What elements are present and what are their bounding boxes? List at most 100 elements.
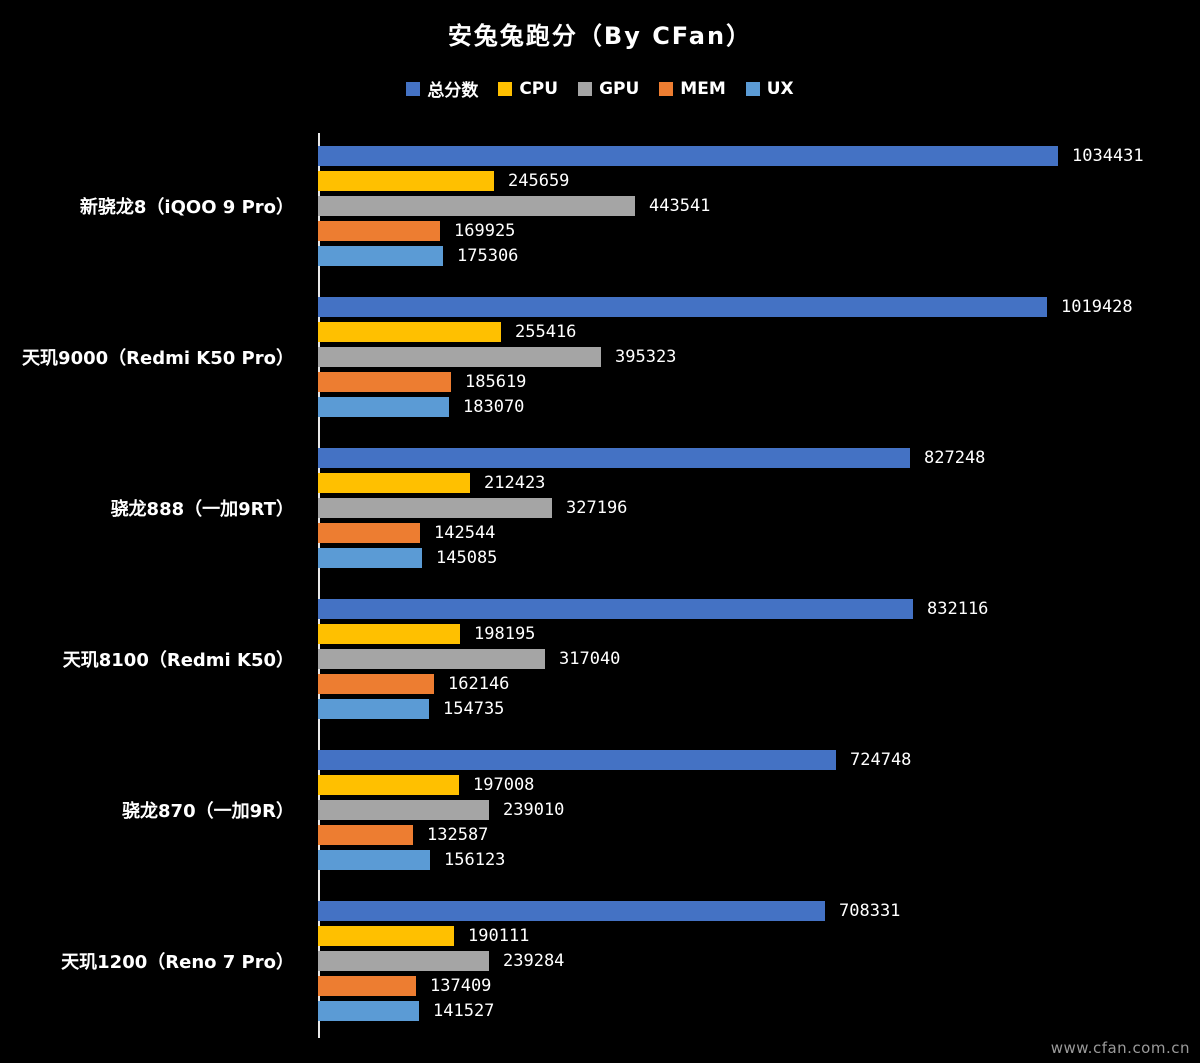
legend-label: CPU	[519, 78, 559, 99]
legend-item-UX: UX	[745, 78, 794, 99]
bar-GPU	[318, 800, 489, 820]
bar-CPU	[318, 624, 460, 644]
value-label: 832116	[927, 599, 989, 619]
bar-row: 198195	[318, 624, 1200, 644]
value-label: 212423	[484, 473, 546, 493]
value-label: 183070	[463, 397, 525, 417]
value-label: 708331	[839, 901, 901, 921]
bar-UX	[318, 397, 449, 417]
bar-group: 骁龙888（一加9RT） 827248 212423 327196 142544 1450…	[111, 448, 1200, 568]
bar-row: 327196	[318, 498, 1200, 518]
bar-group: 天玑9000（Redmi K50 Pro） 1019428 255416 395323…	[22, 297, 1200, 417]
value-label: 132587	[427, 825, 489, 845]
bar-row: 395323	[318, 347, 1200, 367]
value-label: 1034431	[1072, 146, 1144, 166]
y-axis-line	[318, 133, 320, 1038]
category-label: 天玑1200（Reno 7 Pro）	[61, 952, 294, 973]
bar-总分数	[318, 297, 1047, 317]
chart-title: 安兔兔跑分（By CFan）	[447, 22, 753, 50]
category-label: 新骁龙8（iQOO 9 Pro）	[79, 197, 294, 218]
bar-GPU	[318, 347, 601, 367]
bar-GPU	[318, 649, 545, 669]
value-label: 239284	[503, 951, 565, 971]
bar-row: 255416	[318, 322, 1200, 342]
bar-UX	[318, 246, 443, 266]
bar-GPU	[318, 196, 635, 216]
bar-group: 天玑8100（Redmi K50） 832116 198195 317040 16214…	[63, 599, 1200, 719]
bar-row: 154735	[318, 699, 1200, 719]
bar-MEM	[318, 674, 434, 694]
bar-GPU	[318, 951, 489, 971]
bar-row: 137409	[318, 976, 1200, 996]
bar-row: 245659	[318, 171, 1200, 191]
bar-row: 175306	[318, 246, 1200, 266]
category-label: 天玑9000（Redmi K50 Pro）	[22, 348, 294, 369]
bar-row: 141527	[318, 1001, 1200, 1021]
value-label: 395323	[615, 347, 677, 367]
bar-row: 183070	[318, 397, 1200, 417]
bar-groups: 新骁龙8（iQOO 9 Pro） 1034431 245659 443541 16992…	[22, 133, 1200, 1021]
value-label: 443541	[649, 196, 711, 216]
watermark: www.cfan.com.cn	[1050, 1039, 1190, 1057]
bar-GPU	[318, 498, 552, 518]
bar-总分数	[318, 750, 836, 770]
value-label: 145085	[436, 548, 498, 568]
bar-UX	[318, 850, 430, 870]
bar-row: 212423	[318, 473, 1200, 493]
bar-row: 169925	[318, 221, 1200, 241]
value-label: 198195	[474, 624, 536, 644]
value-label: 197008	[473, 775, 535, 795]
bar-row: 132587	[318, 825, 1200, 845]
bar-总分数	[318, 146, 1058, 166]
bar-row: 162146	[318, 674, 1200, 694]
category-label: 天玑8100（Redmi K50）	[62, 650, 294, 671]
legend-label: GPU	[599, 78, 640, 99]
bar-总分数	[318, 448, 910, 468]
legend-item-总分数: 总分数	[406, 76, 478, 101]
bar-row: 190111	[318, 926, 1200, 946]
bar-row: 145085	[318, 548, 1200, 568]
bar-row: 1034431	[318, 146, 1200, 166]
value-label: 169925	[454, 221, 516, 241]
bar-row: 239010	[318, 800, 1200, 820]
value-label: 185619	[465, 372, 527, 392]
category-label: 骁龙870（一加9R）	[122, 801, 294, 822]
bar-row: 197008	[318, 775, 1200, 795]
bar-row: 832116	[318, 599, 1200, 619]
bar-UX	[318, 548, 422, 568]
bar-UX	[318, 1001, 419, 1021]
legend-swatch-icon	[659, 81, 674, 96]
bar-row: 827248	[318, 448, 1200, 468]
value-label: 190111	[468, 926, 530, 946]
bar-MEM	[318, 372, 451, 392]
bar-row: 724748	[318, 750, 1200, 770]
value-label: 154735	[443, 699, 505, 719]
bar-group: 骁龙870（一加9R） 724748 197008 239010 132587 15612…	[122, 750, 1200, 870]
value-label: 827248	[924, 448, 986, 468]
legend-swatch-icon	[578, 81, 593, 96]
bar-row: 1019428	[318, 297, 1200, 317]
value-label: 175306	[457, 246, 519, 266]
bar-row: 708331	[318, 901, 1200, 921]
bar-总分数	[318, 599, 913, 619]
legend-item-GPU: GPU	[578, 79, 639, 99]
bar-MEM	[318, 523, 420, 543]
bar-row: 185619	[318, 372, 1200, 392]
legend-swatch-icon	[745, 81, 760, 96]
category-label: 骁龙888（一加9RT）	[110, 499, 294, 520]
value-label: 1019428	[1061, 297, 1133, 317]
plot-area: 新骁龙8（iQOO 9 Pro） 1034431 245659 443541 16992…	[22, 133, 1200, 1038]
bar-CPU	[318, 322, 501, 342]
legend-label: MEM	[680, 78, 726, 99]
bar-MEM	[318, 976, 416, 996]
bar-row: 142544	[318, 523, 1200, 543]
bar-UX	[318, 699, 429, 719]
bar-group: 新骁龙8（iQOO 9 Pro） 1034431 245659 443541 16992…	[80, 146, 1200, 266]
legend-label: UX	[766, 78, 794, 99]
value-label: 327196	[566, 498, 628, 518]
legend: 总分数 CPU GPU MEM UX	[0, 76, 1200, 101]
value-label: 141527	[433, 1001, 495, 1021]
bar-总分数	[318, 901, 825, 921]
legend-label: 总分数	[427, 81, 479, 101]
